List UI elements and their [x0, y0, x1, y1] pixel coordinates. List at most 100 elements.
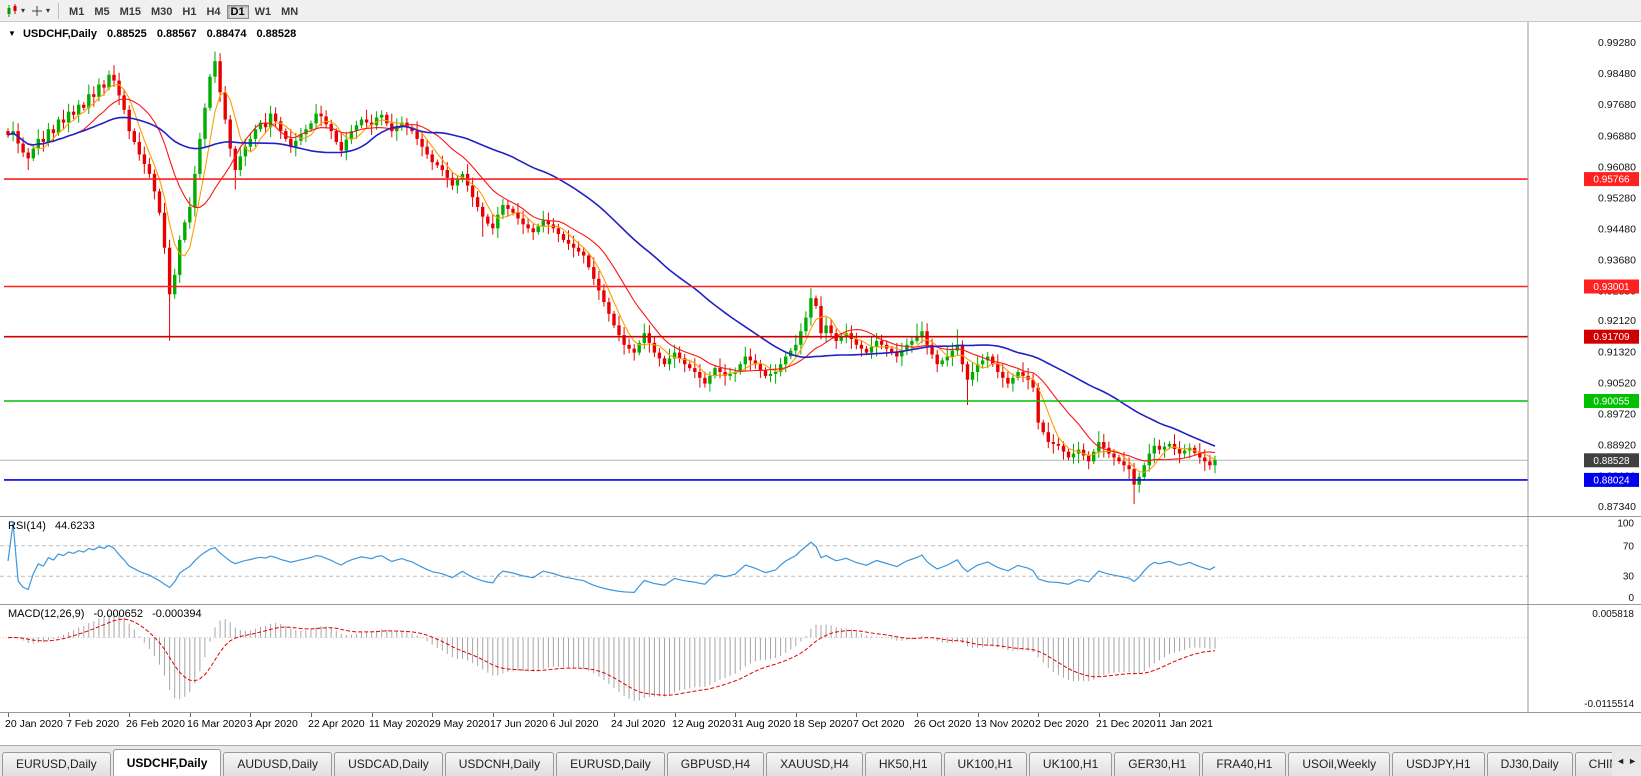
time-label: 7 Oct 2020	[853, 718, 905, 730]
svg-text:0.88024: 0.88024	[1593, 475, 1630, 486]
crosshair-glyph	[32, 5, 43, 16]
ma-13-line	[7, 98, 1216, 462]
svg-text:0.005818: 0.005818	[1592, 609, 1634, 620]
price-badge-0.93001: 0.93001	[1584, 279, 1639, 294]
candles-series	[6, 51, 1217, 505]
rsi-indicator-panel[interactable]: 100 70 30 0 RSI(14) 44.6233	[0, 516, 1641, 604]
macd-indicator-panel[interactable]: 0.005818 -0.0115514 MACD(12,26,9) -0.0006…	[0, 604, 1641, 712]
quote-open: 0.88525	[107, 28, 147, 40]
svg-text:-0.0115514: -0.0115514	[1584, 699, 1634, 710]
candlestick-glyph	[7, 3, 17, 17]
svg-text:0.88528: 0.88528	[1593, 456, 1630, 467]
tab-scroll-right-icon[interactable]: ►	[1628, 756, 1637, 766]
time-tick	[432, 713, 433, 717]
macd-axis-labels: 0.005818 -0.0115514	[1584, 609, 1634, 710]
time-tick	[675, 713, 676, 717]
chart-tab-usdcad-daily[interactable]: USDCAD,Daily	[334, 752, 443, 776]
ma-40-line	[7, 116, 1216, 447]
chart-tab-ger30-h1[interactable]: GER30,H1	[1114, 752, 1201, 776]
chart-tab-audusd-daily[interactable]: AUDUSD,Daily	[223, 752, 333, 776]
time-label: 31 Aug 2020	[732, 718, 791, 730]
chart-tab-usdcnh-daily[interactable]: USDCNH,Daily	[444, 752, 555, 776]
svg-text:0.99280: 0.99280	[1598, 37, 1636, 49]
chart-tab-uk100-h1[interactable]: UK100,H1	[1028, 752, 1113, 776]
timeframe-w1-button[interactable]: W1	[254, 5, 272, 18]
rsi-value: 44.6233	[54, 520, 95, 532]
macd-main-value: -0.000652	[93, 608, 144, 620]
crosshair-icon[interactable]	[29, 3, 45, 19]
price-axis-labels[interactable]: 0.99280 0.98480 0.97680 0.96880 0.96080 0.952…	[1598, 37, 1636, 513]
time-label: 17 Jun 2020	[490, 718, 548, 730]
time-tick	[69, 713, 70, 717]
time-label: 24 Jul 2020	[611, 718, 666, 730]
chart-tab-uk100-h1[interactable]: UK100,H1	[943, 752, 1027, 776]
time-tick	[250, 713, 251, 717]
chart-tab-eurusd-daily[interactable]: EURUSD,Daily	[2, 752, 111, 776]
svg-text:0.91709: 0.91709	[1593, 332, 1630, 343]
quote-low: 0.88474	[206, 28, 247, 40]
time-label: 7 Feb 2020	[66, 718, 120, 730]
chart-tab-usdchf-daily[interactable]: USDCHF,Daily	[112, 749, 222, 776]
svg-text:100: 100	[1617, 519, 1634, 530]
time-label: 22 Apr 2020	[308, 718, 365, 730]
svg-text:30: 30	[1623, 572, 1635, 583]
timeframe-d1-button[interactable]: D1	[226, 4, 249, 19]
time-tick	[311, 713, 312, 717]
timeframe-m5-button[interactable]: M5	[94, 5, 110, 18]
symbol-marker-icon[interactable]: ▼	[8, 29, 16, 38]
rsi-name: RSI(14)	[8, 520, 46, 532]
time-tick	[8, 713, 9, 717]
svg-text:70: 70	[1623, 541, 1635, 552]
chart-tab-eurusd-daily[interactable]: EURUSD,Daily	[556, 752, 665, 776]
rsi-label: RSI(14) 44.6233	[8, 520, 101, 532]
time-axis[interactable]: 20 Jan 2020 7 Feb 2020 26 Feb 2020 16 Mar 2…	[0, 712, 1641, 745]
tab-scroll-left-icon[interactable]: ◄	[1616, 756, 1626, 766]
time-label: 26 Feb 2020	[126, 718, 185, 730]
svg-text:0.91320: 0.91320	[1598, 346, 1636, 358]
current-price-badge: 0.88528	[1584, 453, 1639, 468]
timeframe-h4-button[interactable]: H4	[206, 5, 221, 18]
svg-text:0.98480: 0.98480	[1598, 68, 1636, 80]
price-chart-panel[interactable]: 0.99280 0.98480 0.97680 0.96880 0.96080 0.952…	[0, 22, 1641, 516]
price-chart-canvas[interactable]: 0.99280 0.98480 0.97680 0.96880 0.96080 0.952…	[0, 22, 1641, 516]
time-label: 21 Dec 2020	[1096, 718, 1156, 730]
price-badge-0.90055: 0.90055	[1584, 394, 1639, 408]
chart-tab-gbpusd-h4[interactable]: GBPUSD,H4	[666, 752, 765, 776]
svg-text:0: 0	[1628, 593, 1634, 604]
time-label: 13 Nov 2020	[975, 718, 1035, 730]
timeframe-buttons: M1 M5 M15 M30 H1 H4 D1 W1 MN	[64, 2, 303, 20]
cursor-dropdown-caret[interactable]: ▾	[46, 6, 51, 15]
time-tick	[856, 713, 857, 717]
timeframe-h1-button[interactable]: H1	[182, 5, 197, 18]
chart-tab-dj30-daily[interactable]: DJ30,Daily	[1486, 752, 1573, 776]
chart-type-icon[interactable]	[4, 3, 20, 19]
time-tick	[1099, 713, 1100, 717]
chart-tab-usoil-weekly[interactable]: USOil,Weekly	[1288, 752, 1391, 776]
time-label: 29 May 2020	[429, 718, 490, 730]
chart-tab-xauusd-h4[interactable]: XAUUSD,H4	[766, 752, 863, 776]
chart-tab-usdjpy-h1[interactable]: USDJPY,H1	[1392, 752, 1485, 776]
time-tick	[1038, 713, 1039, 717]
macd-histogram	[12, 613, 1216, 701]
time-tick	[129, 713, 130, 717]
chart-tab-hk50-h1[interactable]: HK50,H1	[864, 752, 942, 776]
time-label: 12 Aug 2020	[672, 718, 731, 730]
price-badge-0.88024: 0.88024	[1584, 472, 1639, 487]
timeframe-mn-button[interactable]: MN	[281, 5, 299, 18]
macd-name: MACD(12,26,9)	[8, 608, 85, 620]
quote-high: 0.88567	[156, 28, 197, 40]
svg-text:0.87340: 0.87340	[1598, 501, 1636, 513]
chart-tab-china300-h1[interactable]: CHINA300,H1	[1574, 752, 1615, 776]
timeframe-m30-button[interactable]: M30	[151, 5, 173, 18]
tab-scroll-arrows: ◄ ►	[1612, 746, 1641, 776]
rsi-canvas[interactable]: 100 70 30 0	[0, 517, 1641, 604]
timeframe-m15-button[interactable]: M15	[119, 5, 141, 18]
symbol-name: USDCHF,Daily	[22, 28, 97, 40]
chart-type-dropdown-caret[interactable]: ▾	[21, 6, 26, 15]
time-tick	[553, 713, 554, 717]
chart-tab-fra40-h1[interactable]: FRA40,H1	[1202, 752, 1287, 776]
timeframe-m1-button[interactable]: M1	[69, 5, 85, 18]
macd-signal-line	[7, 618, 1216, 696]
time-tick	[190, 713, 191, 717]
macd-canvas[interactable]: 0.005818 -0.0115514	[0, 605, 1641, 712]
